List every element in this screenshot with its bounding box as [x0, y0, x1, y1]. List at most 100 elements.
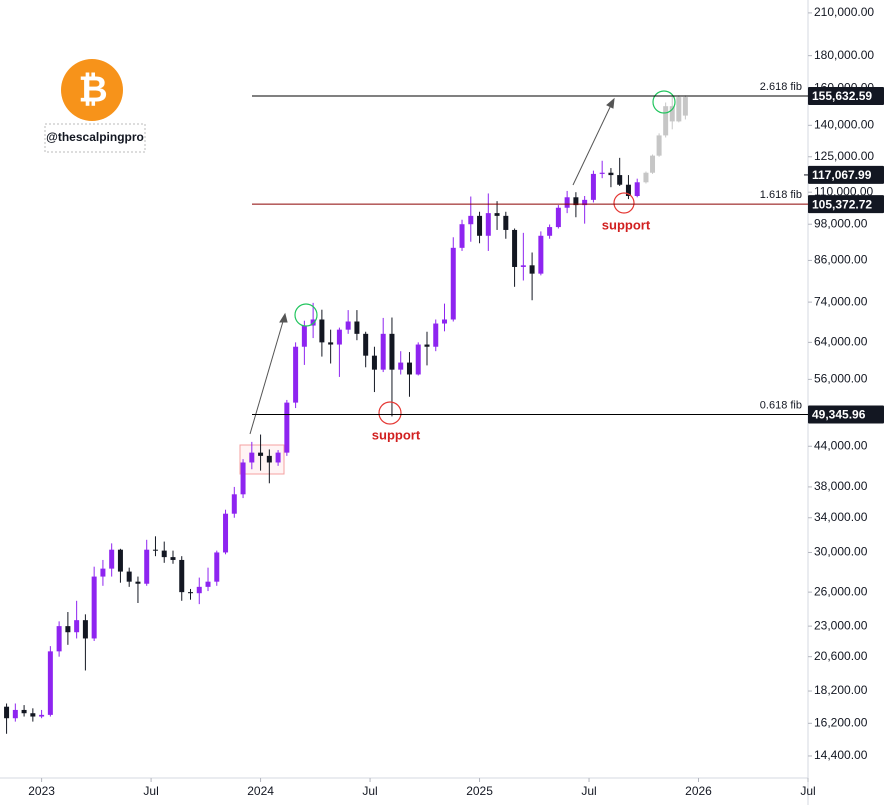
candle-body — [258, 452, 264, 456]
y-tick-label: 140,000.00 — [814, 117, 874, 131]
candle-body — [249, 452, 255, 463]
logo-circle — [61, 59, 123, 121]
y-tick-label: 74,000.00 — [814, 294, 868, 308]
candle-body — [82, 620, 88, 639]
last-price-label: 117,067.99 — [812, 168, 872, 182]
candle-body — [406, 362, 412, 375]
y-tick-label: 18,200.00 — [814, 683, 868, 697]
arrow-head — [606, 97, 615, 109]
candle-body — [415, 344, 421, 375]
candle-body — [74, 620, 80, 633]
candle-body — [599, 172, 605, 174]
candle-body — [266, 455, 272, 463]
candle-body — [39, 714, 45, 717]
y-tick-label: 64,000.00 — [814, 335, 868, 349]
candle-body — [520, 265, 526, 267]
range-box — [239, 444, 285, 475]
candle-body — [152, 549, 158, 551]
support-circle — [378, 401, 402, 425]
logo: ₿ — [61, 59, 123, 121]
candle-body — [328, 342, 334, 345]
candle-body — [284, 402, 290, 453]
watermark: @thescalpingpro — [46, 130, 144, 144]
fib-label: 0.618 fib — [760, 399, 802, 411]
candle-body — [682, 97, 688, 116]
candle-body — [494, 213, 500, 216]
candle-body — [214, 552, 220, 582]
candle-body — [336, 329, 342, 345]
y-tick-label: 210,000.00 — [814, 5, 874, 19]
y-tick-label: 16,200.00 — [814, 715, 868, 729]
candle-body — [135, 581, 141, 584]
candle-body — [240, 462, 246, 495]
y-tick-label: 110,000.00 — [814, 184, 873, 198]
x-tick-label: 2023 — [28, 784, 55, 798]
candle-body — [56, 626, 62, 652]
candle-body — [625, 184, 631, 197]
arrow — [572, 102, 613, 186]
x-tick-label: 2026 — [685, 784, 712, 798]
y-tick-label: 56,000.00 — [814, 372, 868, 386]
candle-body — [380, 333, 386, 370]
candle-body — [21, 709, 27, 714]
x-tick-label: Jul — [800, 784, 815, 798]
y-tick-label: 38,000.00 — [814, 479, 868, 493]
candle-body — [170, 557, 176, 560]
candle-body — [468, 215, 474, 225]
x-tick-label: Jul — [143, 784, 158, 798]
candle-body — [477, 215, 483, 236]
candle-body — [676, 97, 682, 122]
candle-body — [30, 713, 36, 717]
candle-body — [650, 155, 656, 173]
candle-body — [512, 229, 518, 267]
candle-body — [485, 213, 491, 236]
candle-body — [310, 319, 316, 326]
price-label-box — [808, 195, 884, 214]
price-label: 49,345.96 — [812, 408, 866, 422]
candle-body — [354, 321, 360, 334]
y-tick-label: 34,000.00 — [814, 510, 868, 524]
price-label-box — [808, 165, 884, 184]
candle-body — [669, 106, 675, 122]
x-tick-label: 2025 — [466, 784, 493, 798]
plot — [4, 95, 688, 734]
candle-body — [573, 197, 579, 206]
candle-body — [12, 709, 18, 719]
candle-body — [643, 172, 649, 183]
candle-body — [319, 319, 325, 343]
candle-body — [161, 550, 167, 558]
y-tick-label: 98,000.00 — [814, 216, 868, 230]
fib-label: 1.618 fib — [760, 189, 802, 201]
candle-body — [223, 513, 229, 553]
candle-body — [503, 215, 509, 230]
candle-body — [345, 321, 351, 330]
price-label: 155,632.59 — [812, 89, 872, 103]
watermark-box — [44, 123, 146, 153]
candle-body — [538, 235, 544, 274]
candle-body — [398, 362, 404, 370]
support-circle — [613, 192, 635, 214]
y-tick-label: 44,000.00 — [814, 438, 868, 452]
candle-body — [555, 207, 561, 228]
candle-body — [564, 197, 570, 208]
candle-body — [144, 549, 150, 584]
candle-body — [188, 592, 194, 594]
candle-body — [231, 494, 237, 514]
annotation: support — [602, 217, 651, 232]
logo-symbol: ₿ — [78, 69, 107, 110]
candle-body — [450, 247, 456, 320]
x-tick-label: Jul — [362, 784, 377, 798]
candle-body — [371, 355, 377, 370]
candle-body — [608, 172, 614, 176]
candle-body — [301, 325, 307, 347]
candle-body — [109, 549, 115, 569]
y-tick-label: 86,000.00 — [814, 253, 868, 267]
candle-body — [663, 106, 669, 136]
price-label-box — [808, 86, 884, 105]
y-tick-label: 125,000.00 — [814, 149, 874, 163]
arrow-head — [279, 312, 288, 323]
price-label-box — [808, 405, 884, 424]
candle-body — [424, 344, 430, 347]
y-tick-label: 23,000.00 — [814, 618, 868, 632]
